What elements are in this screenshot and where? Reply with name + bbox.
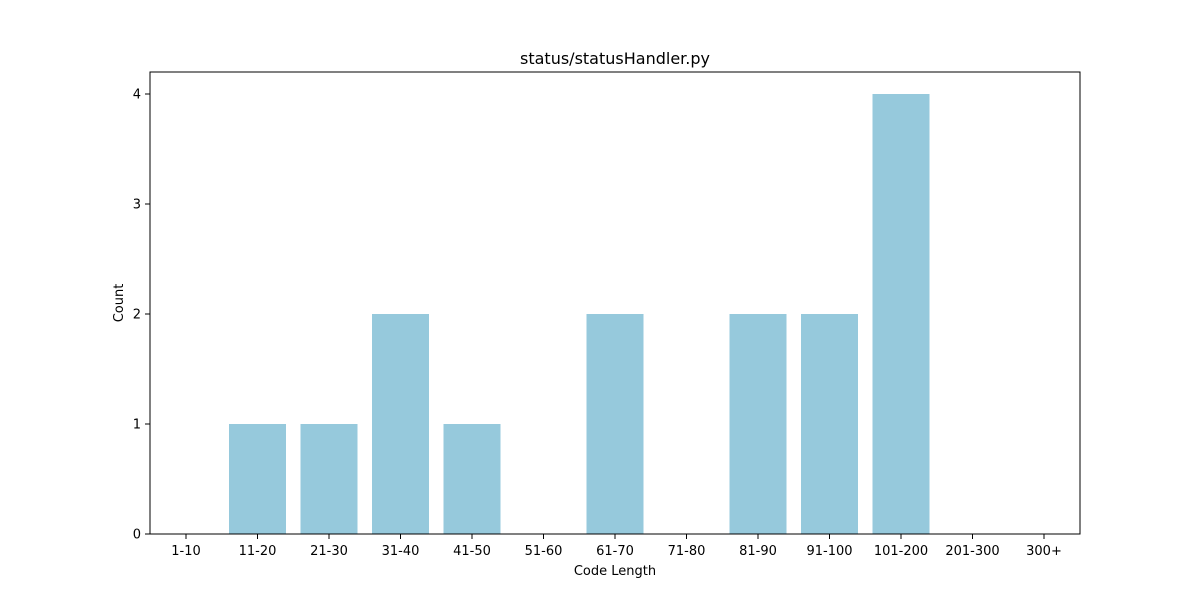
bar-31-40 (372, 314, 429, 534)
bar-11-20 (229, 424, 286, 534)
x-tick-label: 31-40 (382, 544, 420, 559)
x-tick-label: 61-70 (596, 544, 634, 559)
chart-title: status/statusHandler.py (520, 49, 710, 68)
x-tick-label: 91-100 (806, 544, 852, 559)
bar-91-100 (801, 314, 858, 534)
y-axis-label: Count (112, 284, 127, 323)
x-tick-label: 1-10 (171, 544, 201, 559)
x-tick-label: 11-20 (239, 544, 277, 559)
bar-61-70 (586, 314, 644, 534)
x-axis-label: Code Length (574, 564, 656, 579)
bar-41-50 (443, 424, 501, 534)
y-tick-label: 1 (133, 418, 141, 433)
plot-frame (149, 71, 1081, 535)
y-axis-ticks: 0 1 2 3 4 (133, 88, 150, 543)
y-tick-label: 2 (133, 308, 141, 323)
x-tick-label: 201-300 (945, 544, 999, 559)
bar-81-90 (729, 314, 787, 534)
bar-101-200 (872, 94, 930, 534)
x-axis-ticks: 1-10 11-20 21-30 31-40 41-50 51-60 61-70 71-80 8… (171, 534, 1062, 559)
x-tick-label: 41-50 (453, 544, 491, 559)
bars-group (229, 94, 930, 534)
y-tick-label: 0 (133, 528, 141, 543)
x-tick-label: 300+ (1026, 544, 1062, 559)
x-tick-label: 51-60 (525, 544, 563, 559)
x-tick-label: 71-80 (668, 544, 706, 559)
x-tick-label: 81-90 (739, 544, 777, 559)
y-tick-label: 4 (133, 88, 141, 103)
x-tick-label: 101-200 (874, 544, 928, 559)
y-tick-label: 3 (133, 198, 141, 213)
bar-21-30 (300, 424, 358, 534)
x-tick-label: 21-30 (310, 544, 348, 559)
